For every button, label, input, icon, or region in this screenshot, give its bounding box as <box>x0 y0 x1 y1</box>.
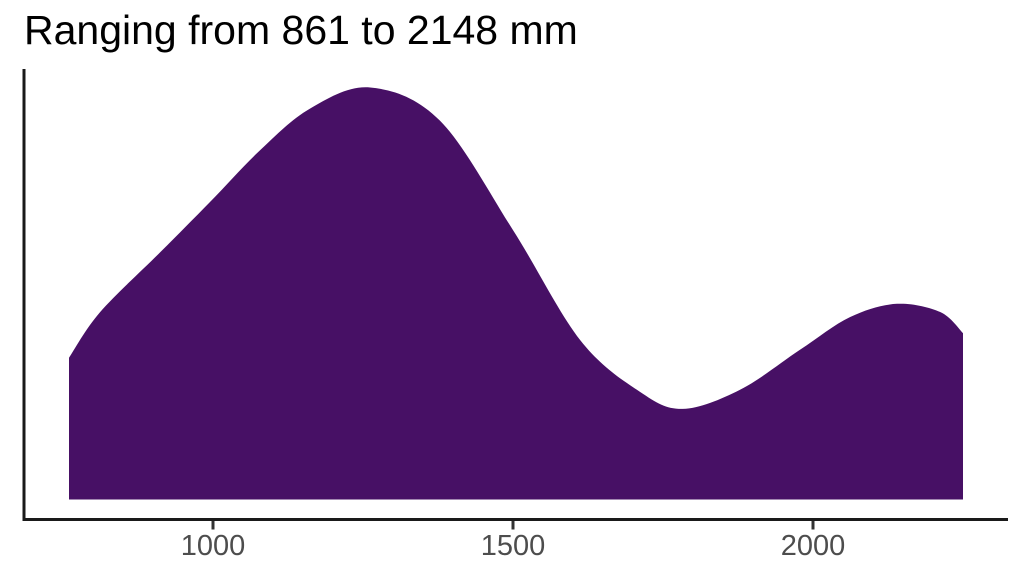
x-axis-tick-label: 1500 <box>480 530 546 562</box>
density-area <box>69 87 963 500</box>
x-axis-ticks <box>211 521 815 530</box>
chart-title: Ranging from 861 to 2148 mm <box>24 7 578 53</box>
x-axis-tick-label: 2000 <box>780 530 846 562</box>
x-axis-tick-label: 1000 <box>180 530 246 562</box>
